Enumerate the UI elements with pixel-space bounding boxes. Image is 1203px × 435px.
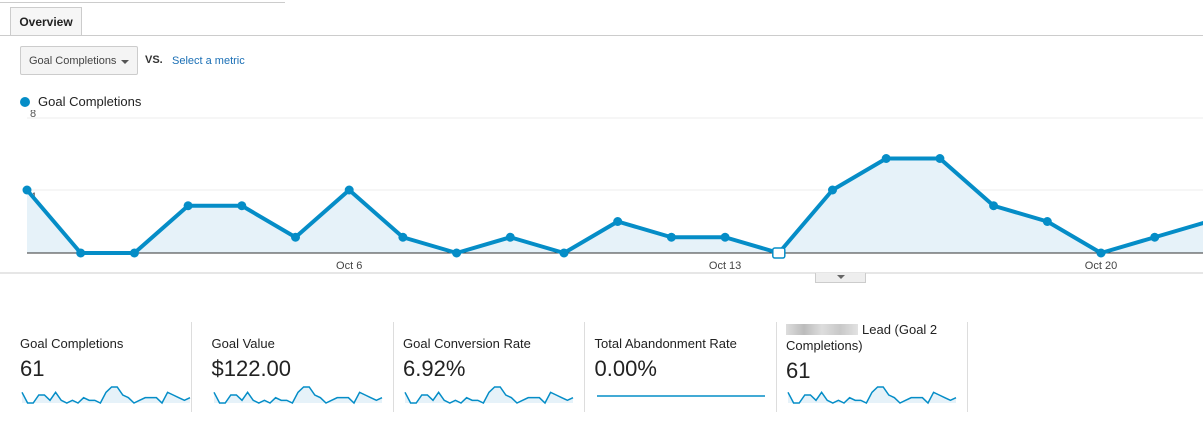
chart-legend: Goal Completions xyxy=(20,94,141,109)
data-point[interactable] xyxy=(881,154,891,163)
data-point[interactable] xyxy=(666,232,676,242)
x-tick-label: Oct 13 xyxy=(709,260,741,272)
redacted-text xyxy=(786,324,858,335)
scorecard-label-text: Goal Completions xyxy=(20,336,124,351)
sparkline-area xyxy=(788,387,956,403)
data-point[interactable] xyxy=(505,232,515,242)
scorecard-label: Goal Conversion Rate xyxy=(403,336,584,352)
data-point[interactable] xyxy=(452,248,462,258)
legend-label: Goal Completions xyxy=(38,94,142,109)
data-point[interactable] xyxy=(1150,232,1160,242)
scorecard-label-text: Goal Conversion Rate xyxy=(403,336,531,351)
data-point[interactable] xyxy=(1042,217,1052,226)
top-divider xyxy=(0,2,285,3)
data-point[interactable] xyxy=(237,201,247,211)
sparkline-area xyxy=(22,387,190,403)
scorecard[interactable]: Goal Value $122.00 xyxy=(202,322,394,412)
scorecard-label-text: Lead (Goal 2 Completions) xyxy=(786,322,938,353)
scorecard-label: Goal Value xyxy=(212,336,393,352)
scorecard-label: Lead (Goal 2 Completions) xyxy=(786,322,967,354)
sparkline xyxy=(21,386,191,405)
scorecard-label: Goal Completions xyxy=(20,336,191,352)
chevron-down-icon xyxy=(837,275,845,283)
legend-dot-icon xyxy=(20,97,30,107)
data-point[interactable] xyxy=(344,185,354,195)
scorecard[interactable]: Goal Conversion Rate 6.92% xyxy=(393,322,585,412)
data-point[interactable] xyxy=(398,232,408,242)
annotation-icon[interactable] xyxy=(772,247,786,259)
chart-expand-button[interactable] xyxy=(815,273,866,283)
chevron-down-icon xyxy=(121,60,129,68)
metric-select-value: Goal Completions xyxy=(29,55,117,67)
data-point[interactable] xyxy=(22,185,32,195)
scorecard[interactable]: Total Abandonment Rate 0.00% xyxy=(585,322,777,412)
y-tick-label: 8 xyxy=(30,110,36,120)
tab-divider xyxy=(0,35,1203,36)
scorecard[interactable]: Goal Completions 61 xyxy=(20,322,192,412)
scorecard-label: Total Abandonment Rate xyxy=(595,336,776,352)
data-point[interactable] xyxy=(183,201,193,211)
sparkline-line xyxy=(212,386,382,405)
x-tick-label: Oct 6 xyxy=(336,260,362,272)
series-area xyxy=(27,158,1203,253)
sparkline-area xyxy=(213,387,382,403)
sparkline xyxy=(596,395,765,397)
scorecard-value: 6.92% xyxy=(403,356,466,381)
sparkline-line xyxy=(787,386,957,405)
scorecard-label-text: Total Abandonment Rate xyxy=(594,336,737,351)
data-point[interactable] xyxy=(76,248,86,258)
data-point[interactable] xyxy=(129,248,139,258)
tab-overview[interactable]: Overview xyxy=(10,7,82,36)
metric-select[interactable]: Goal Completions xyxy=(20,46,138,75)
data-point[interactable] xyxy=(935,154,945,163)
scorecard-value: 61 xyxy=(786,358,811,383)
data-point[interactable] xyxy=(559,248,569,258)
data-point[interactable] xyxy=(989,201,999,211)
sparkline-area xyxy=(405,387,573,403)
select-metric-link[interactable]: Select a metric xyxy=(172,55,245,67)
sparkline xyxy=(404,386,574,405)
scorecard[interactable]: Lead (Goal 2 Completions) 61 xyxy=(776,322,968,412)
sparkline xyxy=(212,386,382,405)
scorecard-value: $122.00 xyxy=(211,356,292,381)
sparkline-line xyxy=(21,386,191,405)
sparkline-line xyxy=(404,386,574,405)
data-point[interactable] xyxy=(828,185,837,195)
x-tick-label: Oct 20 xyxy=(1085,260,1117,272)
scorecard-label-text: Goal Value xyxy=(211,336,275,351)
vs-label: VS. xyxy=(145,54,163,66)
data-point[interactable] xyxy=(613,217,623,226)
scorecard-value: 0.00% xyxy=(594,356,657,381)
data-point[interactable] xyxy=(1096,248,1106,258)
scorecard-value: 61 xyxy=(20,356,45,381)
data-point[interactable] xyxy=(720,232,730,242)
sparkline xyxy=(787,386,957,405)
data-point[interactable] xyxy=(291,232,300,242)
